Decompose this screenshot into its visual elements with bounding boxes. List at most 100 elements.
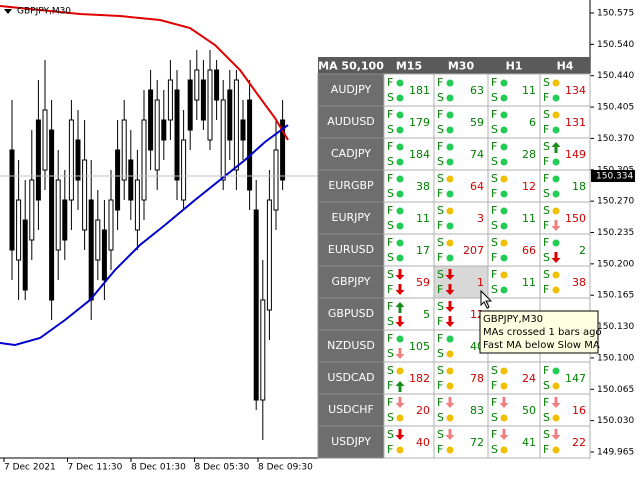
ma-letter: S bbox=[387, 123, 394, 136]
symbol-label: AUDJPY bbox=[331, 83, 372, 96]
signal-cell[interactable] bbox=[487, 169, 541, 203]
bars-count: 11 bbox=[522, 276, 536, 289]
status-dot bbox=[500, 254, 508, 262]
signal-cell[interactable] bbox=[433, 233, 489, 267]
bars-count: 38 bbox=[416, 180, 430, 193]
ma-letter: F bbox=[387, 236, 393, 249]
signal-cell[interactable] bbox=[433, 297, 489, 331]
menu-arrow[interactable] bbox=[4, 9, 12, 14]
status-dot bbox=[446, 190, 454, 198]
status-dot bbox=[446, 367, 454, 375]
cursor bbox=[480, 289, 493, 309]
ma-table: MA 50,100 M15 M30 H1 H4AUDJPYFS181FS63FS11SF… bbox=[317, 57, 591, 459]
signal-cell[interactable] bbox=[487, 137, 541, 171]
signal-cell[interactable] bbox=[539, 425, 591, 459]
bars-count: 28 bbox=[522, 148, 536, 161]
ma-letter: S bbox=[387, 364, 394, 377]
signal-cell[interactable] bbox=[383, 265, 435, 299]
price-label: 150.130 bbox=[597, 322, 634, 332]
price-label: 150.165 bbox=[597, 291, 634, 301]
ma-letter: F bbox=[387, 332, 393, 345]
ma-letter: S bbox=[543, 187, 550, 200]
signal-cell[interactable] bbox=[539, 361, 591, 395]
ma-letter: S bbox=[491, 236, 498, 249]
candle-body bbox=[154, 99, 160, 171]
ma-letter: S bbox=[491, 91, 498, 104]
signal-cell[interactable] bbox=[383, 393, 435, 427]
signal-cell[interactable] bbox=[433, 265, 489, 299]
signal-cell[interactable] bbox=[539, 137, 591, 171]
candle-body bbox=[253, 209, 259, 401]
status-dot bbox=[396, 239, 404, 247]
candle-body bbox=[9, 149, 15, 251]
ma-letter: S bbox=[387, 347, 394, 360]
signal-cell[interactable] bbox=[383, 233, 435, 267]
ma-letter: F bbox=[387, 204, 393, 217]
ma-letter: S bbox=[543, 140, 550, 153]
signal-cell[interactable] bbox=[539, 233, 591, 267]
ma-letter: S bbox=[437, 268, 444, 281]
signal-cell[interactable] bbox=[383, 105, 435, 139]
candle-body bbox=[233, 79, 239, 171]
arrow-down bbox=[445, 397, 455, 408]
ma-letter: S bbox=[491, 219, 498, 232]
candle-body bbox=[75, 139, 81, 181]
status-dot bbox=[446, 222, 454, 230]
ma-letter: F bbox=[437, 140, 443, 153]
candle-body bbox=[82, 159, 88, 231]
symbol-cell bbox=[317, 425, 385, 459]
ma-letter: F bbox=[491, 396, 497, 409]
header-label: H1 bbox=[506, 60, 523, 73]
signal-cell[interactable] bbox=[433, 393, 489, 427]
arrow-down bbox=[551, 252, 561, 263]
ma-letter: F bbox=[387, 283, 393, 296]
ma-letter: F bbox=[543, 396, 549, 409]
bars-count: 134 bbox=[565, 84, 586, 97]
signal-cell[interactable] bbox=[487, 361, 541, 395]
candle-body bbox=[207, 69, 213, 141]
arrow-down bbox=[395, 284, 405, 295]
signal-cell[interactable] bbox=[433, 361, 489, 395]
price-label: 150.440 bbox=[597, 71, 634, 81]
candle-body bbox=[174, 89, 180, 181]
ma-letter: F bbox=[543, 123, 549, 136]
signal-cell[interactable] bbox=[487, 233, 541, 267]
signal-cell[interactable] bbox=[539, 201, 591, 235]
signal-cell[interactable] bbox=[539, 265, 591, 299]
ma-letter: F bbox=[387, 379, 393, 392]
arrow-down bbox=[551, 397, 561, 408]
price-label: 149.965 bbox=[597, 448, 634, 458]
table-header-bg bbox=[318, 57, 590, 74]
status-dot bbox=[500, 207, 508, 215]
status-dot bbox=[552, 94, 560, 102]
ma-letter: F bbox=[387, 172, 393, 185]
signal-cell[interactable] bbox=[383, 297, 435, 331]
ma-letter: F bbox=[491, 428, 497, 441]
status-dot bbox=[396, 158, 404, 166]
symbol-label: USDCAD bbox=[327, 371, 374, 384]
candle-body bbox=[55, 179, 61, 251]
signal-cell[interactable] bbox=[433, 425, 489, 459]
symbol-label: USDCHF bbox=[328, 403, 374, 416]
bars-count: 12 bbox=[522, 180, 536, 193]
price-label: 150.270 bbox=[597, 197, 634, 207]
header-label: H4 bbox=[557, 60, 574, 73]
candle-body bbox=[35, 119, 41, 201]
signal-cell[interactable] bbox=[539, 105, 591, 139]
symbol-label: NZDUSD bbox=[327, 339, 375, 352]
signal-cell[interactable] bbox=[539, 169, 591, 203]
symbol-label: EURJPY bbox=[332, 211, 371, 224]
arrow-down bbox=[551, 220, 561, 231]
bars-count: 22 bbox=[572, 436, 586, 449]
status-dot bbox=[446, 111, 454, 119]
ma-letter: S bbox=[437, 300, 444, 313]
ma-letter: F bbox=[491, 76, 497, 89]
signal-cell[interactable] bbox=[487, 425, 541, 459]
signal-cell[interactable] bbox=[433, 73, 489, 107]
signal-cell[interactable] bbox=[433, 137, 489, 171]
symbol-label: USDJPY bbox=[331, 435, 371, 448]
signal-cell[interactable] bbox=[433, 169, 489, 203]
signal-cell[interactable] bbox=[539, 393, 591, 427]
ma-letter: F bbox=[437, 251, 443, 264]
bars-count: 41 bbox=[522, 436, 536, 449]
